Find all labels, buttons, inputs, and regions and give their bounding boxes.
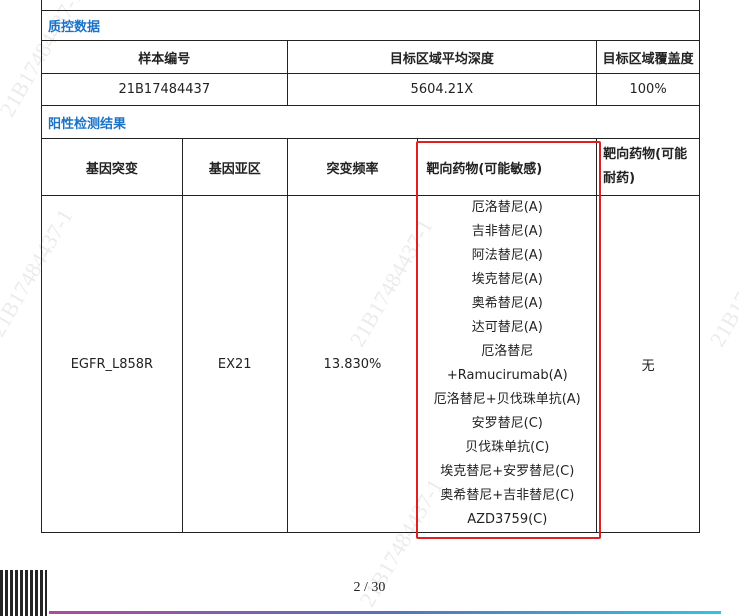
drug-item: 厄洛替尼+贝伐珠单抗(A) bbox=[433, 392, 581, 407]
drug-item: 达可替尼(A) bbox=[471, 320, 543, 335]
drug-item: AZD3759(C) bbox=[467, 512, 548, 527]
qc-header-coverage: 目标区域覆盖度 bbox=[596, 40, 700, 74]
drug-item: 阿法替尼(A) bbox=[471, 248, 543, 263]
header-frequency: 突变频率 bbox=[286, 138, 419, 196]
footer-line bbox=[49, 611, 721, 614]
qc-sample-id: 21B17484437 bbox=[41, 73, 288, 106]
mutation: EGFR_L858R bbox=[41, 195, 183, 533]
watermark: 21B17484437-1 bbox=[704, 214, 739, 351]
prev-section bbox=[41, 0, 700, 11]
qc-header-depth: 目标区域平均深度 bbox=[286, 40, 598, 74]
qc-title: 质控数据 bbox=[41, 10, 700, 41]
drug-item: 埃克替尼+安罗替尼(C) bbox=[440, 464, 575, 479]
drug-item: +Ramucirumab(A) bbox=[446, 368, 568, 383]
page-number: 2 / 30 bbox=[353, 580, 386, 595]
subregion: EX21 bbox=[181, 195, 288, 533]
sensitive-drugs: 厄洛替尼(A) 吉非替尼(A) 阿法替尼(A) 埃克替尼(A) 奥希替尼(A) 达可替尼(… bbox=[417, 195, 598, 533]
drug-item: 贝伐珠单抗(C) bbox=[465, 440, 550, 455]
positive-title: 阳性检测结果 bbox=[41, 105, 700, 139]
qc-coverage: 100% bbox=[596, 73, 700, 106]
header-sensitive: 靶向药物(可能敏感) bbox=[417, 138, 598, 196]
header-resistant: 靶向药物(可能耐药) bbox=[596, 138, 700, 196]
drug-item: 安罗替尼(C) bbox=[471, 416, 543, 431]
drug-item: 奥希替尼(A) bbox=[471, 296, 543, 311]
drug-item: 厄洛替尼(A) bbox=[471, 200, 543, 215]
qr-code bbox=[0, 570, 47, 616]
qc-depth: 5604.21X bbox=[286, 73, 598, 106]
header-mutation: 基因突变 bbox=[41, 138, 183, 196]
qc-header-sample: 样本编号 bbox=[41, 40, 288, 74]
drug-item: 埃克替尼(A) bbox=[471, 272, 543, 287]
drug-item: 奥希替尼+吉非替尼(C) bbox=[440, 488, 575, 503]
report-table: 质控数据 样本编号 目标区域平均深度 目标区域覆盖度 21B17484437 5… bbox=[41, 0, 700, 533]
frequency: 13.830% bbox=[286, 195, 419, 533]
resistant-drugs: 无 bbox=[596, 195, 700, 533]
drug-item: 吉非替尼(A) bbox=[471, 224, 543, 239]
drug-item: 厄洛替尼 bbox=[481, 344, 534, 359]
header-subregion: 基因亚区 bbox=[181, 138, 288, 196]
